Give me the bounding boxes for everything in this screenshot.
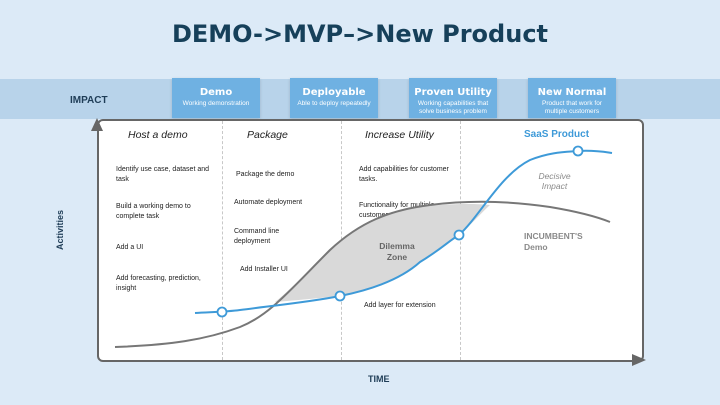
incumbent-demo-label: INCUMBENT'S Demo (524, 231, 583, 252)
saas-product-label: SaaS Product (524, 129, 590, 140)
y-axis-arrowhead (91, 118, 103, 131)
task-item: Add a UI (116, 244, 144, 251)
x-axis-label: TIME (368, 374, 390, 384)
task-item: Functionality for multiple customers (359, 202, 435, 219)
incumbent-curve (114, 200, 611, 348)
stage-subtitle: Product that work for multiple customers (542, 100, 602, 115)
dilemma-zone-area (275, 204, 490, 302)
impact-label: IMPACT (70, 95, 108, 106)
stage-subtitle: Working demonstration (182, 100, 250, 107)
product-curve (194, 149, 613, 314)
stage-title: New Normal (537, 87, 607, 98)
stage-subtitle: Working capabilities that solve business… (417, 100, 489, 115)
column-heading-package: Package (247, 129, 288, 141)
column-heading-increase-utility: Increase Utility (365, 129, 434, 141)
stage-title: Deployable (302, 87, 366, 98)
stage-title: Proven Utility (414, 87, 492, 98)
milestone-point (572, 145, 584, 157)
milestone-point (216, 306, 228, 318)
x-axis-arrowhead (632, 354, 646, 366)
task-item: Add Installer UI (240, 266, 288, 273)
stage-deployable: Deployable Able to deploy repeatedly (290, 78, 378, 118)
stage-proven-utility: Proven Utility Working capabilities that… (409, 78, 497, 118)
page-title: DEMO->MVP–>New Product (171, 20, 549, 48)
task-item: Package the demo (236, 171, 295, 178)
y-axis-label: Activities (55, 209, 65, 250)
stage-divider (460, 121, 461, 360)
decisive-impact-label: Decisive Impact (538, 171, 571, 191)
milestone-point (334, 290, 346, 302)
stage-divider (222, 121, 223, 360)
task-item: Add capabilities for customer tasks. (359, 166, 449, 183)
column-heading-host-demo: Host a demo (128, 129, 188, 141)
task-item: Add forecasting, prediction, insight (116, 275, 201, 292)
dilemma-zone-label: Dilemma Zone (379, 241, 415, 262)
task-item: Command line deployment (234, 228, 280, 245)
task-item: Add layer for extension (364, 302, 436, 309)
task-item: Identify use case, dataset and task (116, 166, 210, 183)
stage-subtitle: Able to deploy repeatedly (297, 100, 371, 107)
milestone-point (453, 229, 465, 241)
stage-demo: Demo Working demonstration (172, 78, 260, 118)
stage-new-normal: New Normal Product that work for multipl… (528, 78, 616, 118)
stage-title: Demo (199, 87, 233, 98)
task-item: Automate deployment (234, 199, 303, 206)
task-item: Build a working demo to complete task (116, 203, 191, 220)
